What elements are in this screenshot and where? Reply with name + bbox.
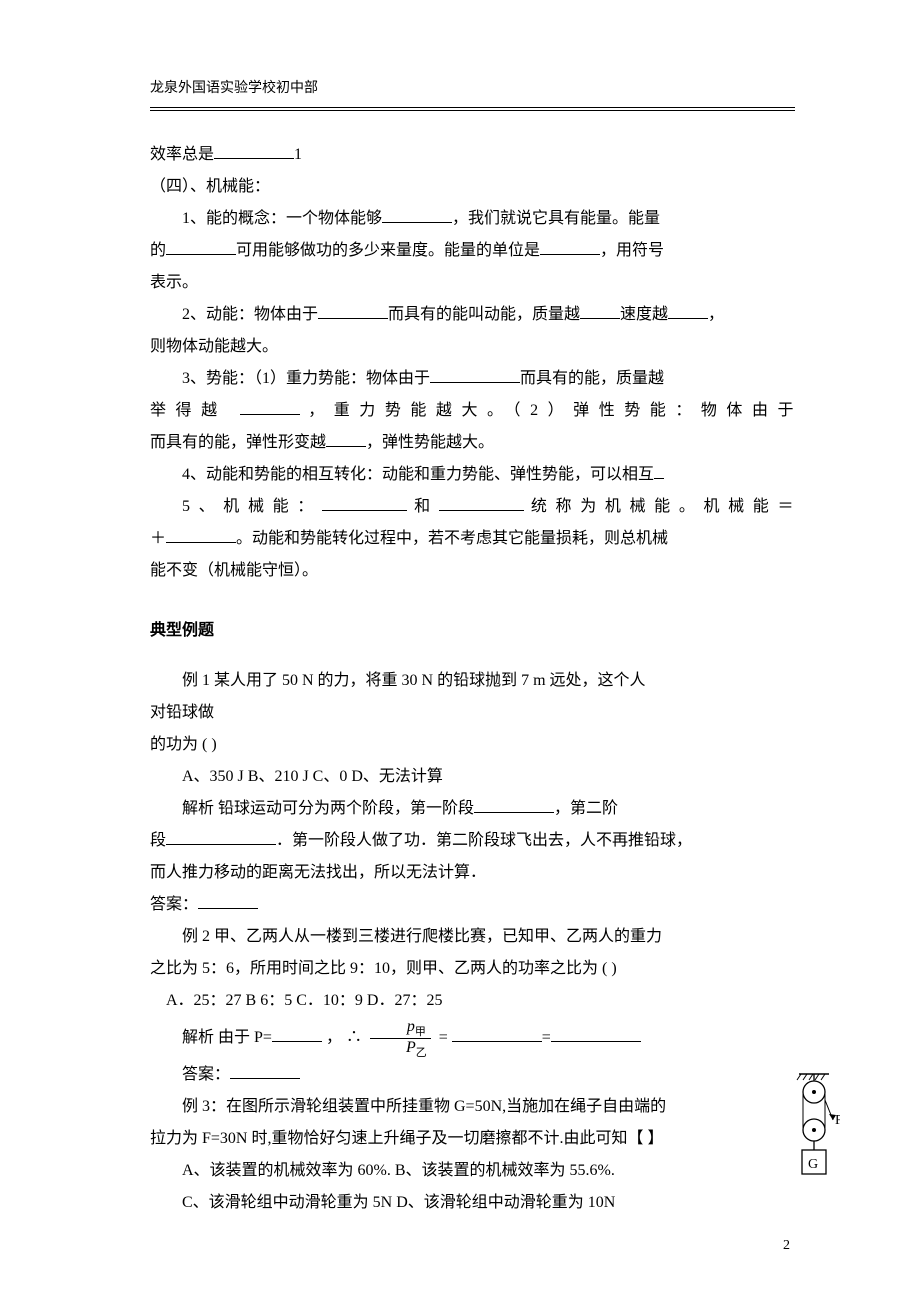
p1-line3: 表示。	[150, 267, 795, 299]
blank	[166, 526, 236, 543]
blank	[668, 302, 708, 319]
text: 3、势能：（1）重力势能：物体由于	[182, 370, 430, 387]
blank	[240, 398, 300, 415]
text: ＋	[150, 530, 166, 547]
text: 而具有的能叫动能，质量越	[388, 306, 580, 323]
text: 速度越	[620, 306, 668, 323]
examples-title: 典型例题	[150, 615, 795, 647]
text: 解析 铅球运动可分为两个阶段，第一阶段	[182, 800, 474, 817]
label-G: G	[808, 1157, 818, 1172]
blank	[430, 366, 520, 383]
ex1-l1: 例 1 某人用了 50 N 的力，将重 30 N 的铅球抛到 7 m 远处，这个…	[150, 665, 795, 697]
text: 1	[294, 146, 302, 163]
blank	[166, 828, 276, 845]
text: 答案：	[182, 1066, 230, 1083]
text: ，我们就说它具有能量。能量	[452, 210, 660, 227]
p3-line2: 举得越 ，重力势能越大。（2）弹性势能：物体由于	[150, 395, 795, 427]
text: 和	[407, 498, 439, 515]
ex2-ana: 解析 由于 P= ， ∴ p甲 P乙 = =	[150, 1017, 795, 1059]
text: =	[542, 1029, 551, 1046]
blank	[326, 430, 366, 447]
blank	[654, 462, 664, 479]
text: ，弹性势能越大。	[366, 434, 494, 451]
blank	[439, 494, 524, 511]
p2-line1: 2、动能：物体由于 而具有的能叫动能，质量越 速度越 ，	[150, 299, 795, 331]
text: 1、能的概念：一个物体能够	[182, 210, 382, 227]
text: ，第二阶	[554, 800, 618, 817]
blank	[272, 1025, 322, 1042]
text: =	[439, 1029, 452, 1046]
blank	[322, 494, 407, 511]
content-body: 效率总是 1 （四）、机械能： 1、能的概念：一个物体能够 ，我们就说它具有能量。能…	[150, 139, 795, 1219]
blank	[318, 302, 388, 319]
blank	[166, 238, 236, 255]
text: 举得越	[150, 402, 227, 419]
header-rule-2	[150, 110, 795, 111]
ex2-ans: 答案：	[150, 1059, 795, 1091]
p3-line1: 3、势能：（1）重力势能：物体由于 而具有的能，质量越	[150, 363, 795, 395]
ex1-opts: A、350 J B、210 J C、0 D、无法计算	[150, 761, 795, 793]
text: 而具有的能，质量越	[520, 370, 664, 387]
p4-line: 4、动能和势能的相互转化：动能和重力势能、弹性势能，可以相互	[150, 459, 795, 491]
ex3-l1: 例 3：在图所示滑轮组装置中所挂重物 G=50N,当施加在绳子自由端的	[150, 1091, 795, 1123]
text: 统称为机械能。机械能＝	[524, 498, 795, 515]
text: ， ∴	[322, 1029, 362, 1046]
p5-line2: ＋ 。动能和势能转化过程中，若不考虑其它能量损耗，则总机械	[150, 523, 795, 555]
blank	[551, 1025, 641, 1042]
ex3-opts1: A、该装置的机械效率为 60%. B、该装置的机械效率为 55.6%.	[150, 1155, 795, 1187]
text: 解析 由于 P=	[182, 1029, 272, 1046]
ex2-l2: 之比为 5：6，所用时间之比 9：10，则甲、乙两人的功率之比为 ( )	[150, 953, 795, 985]
text: 段	[150, 832, 166, 849]
blank	[382, 206, 452, 223]
text: 4、动能和势能的相互转化：动能和重力势能、弹性势能，可以相互	[182, 466, 654, 483]
text: 5、机械能：	[182, 498, 322, 515]
blank	[474, 796, 554, 813]
ex2-opts: A．25：27 B 6：5 C．10：9 D．27：25	[150, 985, 795, 1017]
p2-line2: 则物体动能越大。	[150, 331, 795, 363]
denominator: P乙	[370, 1039, 431, 1059]
ex3-l2: 拉力为 F=30N 时,重物恰好匀速上升绳子及一切磨擦都不计.由此可知【 】	[150, 1123, 795, 1155]
blank	[452, 1025, 542, 1042]
efficiency-line: 效率总是 1	[150, 139, 795, 171]
ex2-l1: 例 2 甲、乙两人从一楼到三楼进行爬楼比赛，已知甲、乙两人的重力	[150, 921, 795, 953]
text: 。动能和势能转化过程中，若不考虑其它能量损耗，则总机械	[236, 530, 668, 547]
school-header: 龙泉外国语实验学校初中部	[150, 75, 795, 103]
text: 而具有的能，弹性形变越	[150, 434, 326, 451]
ex1-ana-l3: 而人推力移动的距离无法找出，所以无法计算．	[150, 857, 795, 889]
numerator: p甲	[370, 1018, 431, 1039]
p5-line1: 5、机械能： 和 统称为机械能。机械能＝	[150, 491, 795, 523]
ex1-ans: 答案：	[150, 889, 795, 921]
text: ．第一阶段人做了功．第二阶段球飞出去，人不再推铅球，	[276, 832, 692, 849]
ex1-l2: 对铅球做	[150, 697, 795, 729]
pulley-diagram: F G	[795, 1070, 840, 1180]
ex1-l3: 的功为 ( )	[150, 729, 795, 761]
text: 2、动能：物体由于	[182, 306, 318, 323]
label-F: F	[835, 1113, 840, 1128]
text: 可用能够做功的多少来量度。能量的单位是	[236, 242, 540, 259]
ex3-opts2: C、该滑轮组中动滑轮重为 5N D、该滑轮组中动滑轮重为 10N	[150, 1187, 795, 1219]
fraction: p甲 P乙	[370, 1018, 431, 1060]
blank	[540, 238, 600, 255]
ex1-ana-l1: 解析 铅球运动可分为两个阶段，第一阶段 ，第二阶	[150, 793, 795, 825]
text: ，	[708, 306, 724, 323]
p5-line3: 能不变（机械能守恒）。	[150, 555, 795, 587]
page-number: 2	[783, 1232, 790, 1260]
p1-line2: 的 可用能够做功的多少来量度。能量的单位是 ，用符号	[150, 235, 795, 267]
text: ，重力势能越大。（2）弹性势能：物体由于	[300, 402, 795, 419]
blank	[580, 302, 620, 319]
p1-line1: 1、能的概念：一个物体能够 ，我们就说它具有能量。能量	[150, 203, 795, 235]
text: ，用符号	[600, 242, 664, 259]
ex1-ana-l2: 段 ．第一阶段人做了功．第二阶段球飞出去，人不再推铅球，	[150, 825, 795, 857]
blank	[230, 1062, 300, 1079]
text: 效率总是	[150, 146, 214, 163]
text: 的	[150, 242, 166, 259]
page-container: 龙泉外国语实验学校初中部 效率总是 1 （四）、机械能： 1、能的概念：一个物体能…	[0, 0, 920, 1300]
text: 答案：	[150, 896, 198, 913]
sec4-title: （四）、机械能：	[150, 171, 795, 203]
p3-line3: 而具有的能，弹性形变越 ，弹性势能越大。	[150, 427, 795, 459]
blank	[214, 142, 294, 159]
blank	[198, 892, 258, 909]
